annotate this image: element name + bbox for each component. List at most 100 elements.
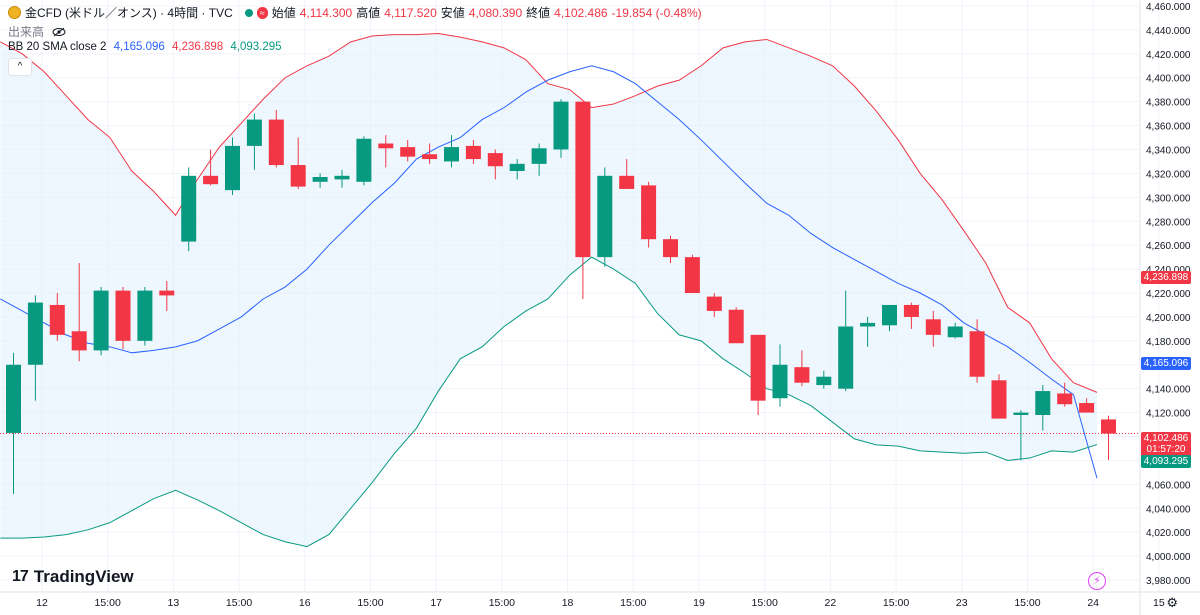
chevron-up-icon[interactable]: ^ — [8, 58, 32, 76]
y-tick-label: 3,980.000 — [1146, 576, 1191, 587]
candle-body — [1035, 391, 1051, 415]
x-tick-label: 15:00 — [489, 597, 515, 609]
candle-body — [969, 331, 985, 377]
candle-body — [115, 290, 131, 341]
candle-body — [903, 304, 919, 317]
y-tick-label: 4,300.000 — [1146, 193, 1191, 204]
x-tick-label: 15:00 — [357, 597, 383, 609]
market-open-icon — [244, 8, 253, 17]
candle-body — [268, 119, 284, 166]
candle-body — [312, 177, 328, 182]
y-tick-label: 4,380.000 — [1146, 98, 1191, 109]
candle-body — [159, 290, 175, 296]
x-tick-label: 15:00 — [1014, 597, 1040, 609]
y-tick-label: 4,120.000 — [1146, 409, 1191, 420]
bb-basis-price-tag: 4,165.096 — [1141, 357, 1191, 370]
candle-body — [378, 143, 394, 149]
bollinger-legend[interactable]: BB 20 SMA close 2 4,165.096 4,236.898 4,… — [8, 41, 286, 53]
candle-body — [531, 148, 547, 164]
candle-body — [1057, 393, 1073, 405]
candle-body — [93, 290, 109, 351]
bb-upper-value: 4,236.898 — [172, 41, 224, 53]
y-tick-label: 4,440.000 — [1146, 26, 1191, 37]
candle-body — [71, 331, 87, 351]
gear-icon[interactable]: ⚙ — [1166, 595, 1178, 610]
tradingview-logo[interactable]: 17 TradingView — [12, 567, 134, 587]
ohlc-high-label: 高値 — [356, 6, 381, 20]
x-tick-label: 19 — [693, 597, 705, 609]
time-axis[interactable]: 12 15:00 13 15:00 16 15:00 17 15:00 18 15:00 19 15:… — [0, 591, 1200, 609]
candle-body — [487, 153, 503, 167]
y-tick-label: 4,340.000 — [1146, 145, 1191, 156]
x-tick-label: 17 — [430, 597, 442, 609]
y-tick-label: 4,240.000 — [1146, 265, 1191, 276]
eye-hidden-icon[interactable] — [52, 27, 66, 37]
candle-body — [1013, 412, 1029, 415]
x-tick-label: 23 — [956, 597, 968, 609]
bb-indicator-label[interactable]: BB 20 SMA close 2 — [8, 41, 107, 53]
ohlc-change-value: -19.854 (-0.48%) — [611, 5, 702, 20]
bb-upper-price-tag: 4,236.898 — [1141, 271, 1191, 284]
x-tick-label: 12 — [36, 597, 48, 609]
candle-body — [750, 334, 766, 401]
tradingview-logo-mark: 17 — [12, 568, 29, 585]
candle-body — [684, 257, 700, 294]
candle-body — [794, 367, 810, 383]
candle-body — [400, 147, 416, 157]
ohlc-low-value: 4,080.390 — [468, 5, 523, 20]
bb-basis-value: 4,165.096 — [113, 41, 165, 53]
volume-legend[interactable]: 出来高 — [8, 23, 66, 40]
y-tick-label: 4,260.000 — [1146, 241, 1191, 252]
ohlc-open-value: 4,114.300 — [299, 5, 353, 20]
x-tick-label: 15 — [1153, 597, 1165, 609]
price-axis[interactable]: 3,980.000 4,000.000 4,020.000 4,040.000 4,06… — [1139, 0, 1191, 615]
candle-body — [334, 175, 350, 180]
y-tick-label: 4,420.000 — [1146, 50, 1191, 61]
x-tick-label: 18 — [562, 597, 574, 609]
candle-body — [1101, 419, 1116, 434]
x-tick-label: 15:00 — [226, 597, 252, 609]
y-tick-label: 4,360.000 — [1146, 122, 1191, 133]
symbol-title[interactable]: 金CFD (米ドル／オンス) · 4時間 · TVC — [25, 6, 233, 20]
candle-body — [706, 296, 722, 311]
candle-body — [728, 309, 744, 344]
candle-body — [1079, 403, 1095, 413]
candle-body — [575, 101, 591, 258]
x-tick-label: 15:00 — [883, 597, 909, 609]
last-price-tag: 4,102.486 — [1141, 432, 1191, 445]
y-tick-label: 4,000.000 — [1146, 552, 1191, 563]
candle-body — [597, 175, 613, 258]
x-tick-label: 16 — [299, 597, 311, 609]
x-tick-label: 22 — [825, 597, 837, 609]
candle-body — [882, 304, 897, 326]
y-tick-label: 4,400.000 — [1146, 74, 1191, 85]
candle-body — [641, 185, 657, 240]
bb-lower-value: 4,093.295 — [230, 41, 282, 53]
candle-body — [860, 322, 876, 327]
lightning-icon[interactable]: ⚡ — [1088, 572, 1106, 590]
candles[interactable] — [6, 99, 1116, 494]
y-tick-label: 4,020.000 — [1146, 528, 1191, 539]
candle-body — [290, 165, 306, 187]
y-tick-label: 4,140.000 — [1146, 385, 1191, 396]
y-tick-label: 4,200.000 — [1146, 313, 1191, 324]
candle-body — [356, 138, 372, 182]
y-tick-label: 4,180.000 — [1146, 337, 1191, 348]
bb-lower-line — [0, 256, 1098, 548]
ohlc-close-value: 4,102.486 — [554, 5, 608, 20]
candle-body — [553, 101, 569, 150]
candle-body — [137, 290, 153, 341]
y-tick-label: 4,040.000 — [1146, 504, 1191, 515]
candle-body — [49, 304, 65, 335]
x-tick-label: 15:00 — [620, 597, 646, 609]
ohlc-low-label: 安値 — [440, 6, 465, 20]
y-tick-label: 4,060.000 — [1146, 480, 1191, 491]
gold-coin-icon — [8, 6, 21, 19]
symbol-legend[interactable]: 金CFD (米ドル／オンス) · 4時間 · TVC ≈ 始値 4,114.300… — [8, 4, 706, 21]
candle-body — [772, 364, 788, 399]
bollinger-band — [0, 32, 1140, 548]
candle-body — [465, 145, 481, 160]
approx-data-badge[interactable]: ≈ — [256, 6, 268, 19]
bb-lower-price-tag: 4,093.295 — [1141, 455, 1191, 468]
